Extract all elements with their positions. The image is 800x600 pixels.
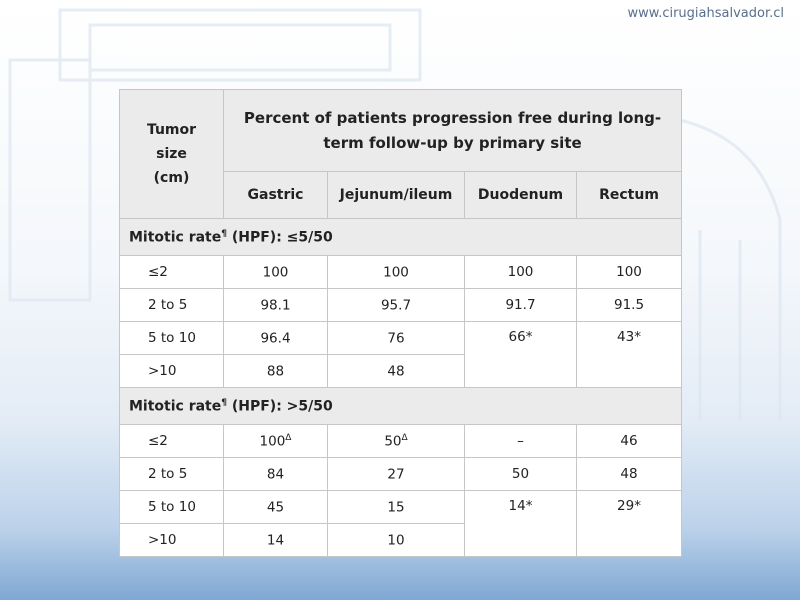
table-row: ≤2 100 100 100 100: [119, 255, 683, 289]
section-label-suffix: (HPF): >5/50: [226, 398, 333, 415]
section-label-prefix: Mitotic rate: [129, 398, 222, 415]
cell-jejunum: 27: [327, 457, 465, 491]
tumor-size-header-line-3: (cm): [153, 170, 190, 186]
cell-tumor-size: 5 to 10: [119, 321, 224, 355]
site-header-duodenum: Duodenum: [464, 171, 577, 219]
cell-gastric-value: 88: [266, 363, 285, 380]
cell-gastric-value: 98.1: [260, 297, 291, 314]
section-label-mark: ¶: [221, 397, 227, 408]
cell-tumor-size: 2 to 5: [119, 288, 224, 322]
cell-tumor-size: 2 to 5: [119, 457, 224, 491]
cell-duodenum: –: [464, 424, 577, 458]
cell-tumor-size: ≤2: [119, 424, 224, 458]
header-row-sites: Gastric Jejunum/ileum Duodenum Rectum: [120, 171, 683, 219]
cell-gastric-value: 100: [259, 433, 286, 450]
cell-jejunum: 15: [327, 490, 465, 524]
section-label-mark: ¶: [221, 228, 227, 239]
cell-jejunum: 10: [327, 523, 465, 557]
cell-jejunum-value: 50: [384, 433, 402, 450]
tumor-size-header-line-2: size: [156, 146, 187, 162]
section-label-prefix: Mitotic rate: [129, 229, 222, 246]
cell-gastric-value: 96.4: [260, 330, 291, 347]
cell-rectum: 100: [575, 255, 683, 289]
progression-free-table-container: Tumor size (cm) Percent of patients prog…: [118, 88, 683, 557]
cell-jejunum: 48: [327, 354, 465, 388]
section-label: Mitotic rate¶ (HPF): ≤5/50: [118, 218, 683, 256]
cell-jejunum: 50Δ: [327, 424, 465, 458]
cell-rectum: 48: [575, 457, 683, 491]
cell-gastric: 100Δ: [223, 424, 328, 458]
cell-tumor-size: >10: [119, 523, 224, 557]
cell-gastric: 98.1: [223, 288, 328, 322]
cell-gastric: 88: [223, 354, 328, 388]
cell-jejunum-value: 10: [387, 532, 405, 549]
cell-gastric-value: 45: [266, 499, 285, 516]
cell-jejunum-value: 100: [383, 264, 409, 281]
cell-jejunum-value: 95.7: [380, 297, 412, 314]
table-row: 2 to 5 98.1 95.7 91.7 91.5: [119, 288, 683, 322]
cell-jejunum-mark: Δ: [401, 432, 408, 443]
cell-duodenum: 50: [464, 457, 577, 491]
site-header-gastric: Gastric: [223, 171, 328, 219]
cell-rectum: 43*: [575, 321, 683, 388]
cell-tumor-size: >10: [119, 354, 224, 388]
cell-tumor-size: 5 to 10: [119, 490, 224, 524]
cell-tumor-size: ≤2: [119, 255, 224, 289]
header-row-title: Tumor size (cm) Percent of patients prog…: [119, 88, 683, 219]
table-row: >10 14 10: [119, 523, 682, 557]
cell-gastric-value: 14: [266, 532, 285, 549]
cell-duodenum: 100: [464, 255, 577, 289]
cell-duodenum: 91.7: [464, 288, 577, 322]
cell-gastric: 96.4: [223, 321, 328, 355]
table-row: >10 88 48: [119, 354, 682, 388]
cell-gastric-mark: Δ: [285, 432, 292, 443]
cell-jejunum-value: 76: [387, 330, 405, 347]
site-header-jejunum-ileum: Jejunum/ileum: [327, 171, 465, 219]
table-row: ≤2 100Δ 50Δ –46: [119, 424, 683, 458]
table-row: 5 to 10 96.4 76 66* 43*: [119, 321, 683, 388]
section-header-row: Mitotic rate¶ (HPF): >5/50: [118, 387, 683, 425]
progression-free-header: Percent of patients progression free dur…: [222, 88, 683, 173]
table-row: 5 to 10 45 15 14* 29*: [119, 490, 683, 557]
tumor-size-header: Tumor size (cm): [119, 89, 224, 219]
section-label-suffix: (HPF): ≤5/50: [226, 229, 333, 246]
cell-jejunum: 95.7: [327, 288, 465, 322]
cell-jejunum-value: 15: [387, 499, 405, 516]
cell-gastric: 84: [223, 457, 328, 491]
section-label: Mitotic rate¶ (HPF): >5/50: [118, 387, 683, 425]
cell-gastric-value: 100: [262, 264, 289, 281]
tumor-size-header-line-1: Tumor: [146, 122, 197, 138]
cell-gastric: 100: [223, 255, 328, 289]
cell-rectum: 91.5: [575, 288, 683, 322]
cell-duodenum: 66*: [464, 321, 577, 388]
cell-duodenum: 14*: [464, 490, 577, 557]
cell-gastric-value: 84: [266, 466, 285, 483]
cell-gastric: 45: [223, 490, 328, 524]
site-header-rectum: Rectum: [575, 171, 683, 219]
cell-gastric: 14: [223, 523, 328, 557]
cell-rectum: 46: [575, 424, 683, 458]
table-row: 2 to 5 84 27 50 48: [119, 457, 683, 491]
progression-free-table: Tumor size (cm) Percent of patients prog…: [118, 88, 683, 557]
section-header-row: Mitotic rate¶ (HPF): ≤5/50: [118, 218, 683, 256]
cell-jejunum: 76: [327, 321, 465, 355]
site-url: www.cirugiahsalvador.cl: [627, 6, 784, 21]
cell-jejunum-value: 27: [387, 466, 405, 483]
cell-jejunum: 100: [327, 255, 465, 289]
cell-jejunum-value: 48: [387, 363, 405, 380]
cell-rectum: 29*: [575, 490, 683, 557]
